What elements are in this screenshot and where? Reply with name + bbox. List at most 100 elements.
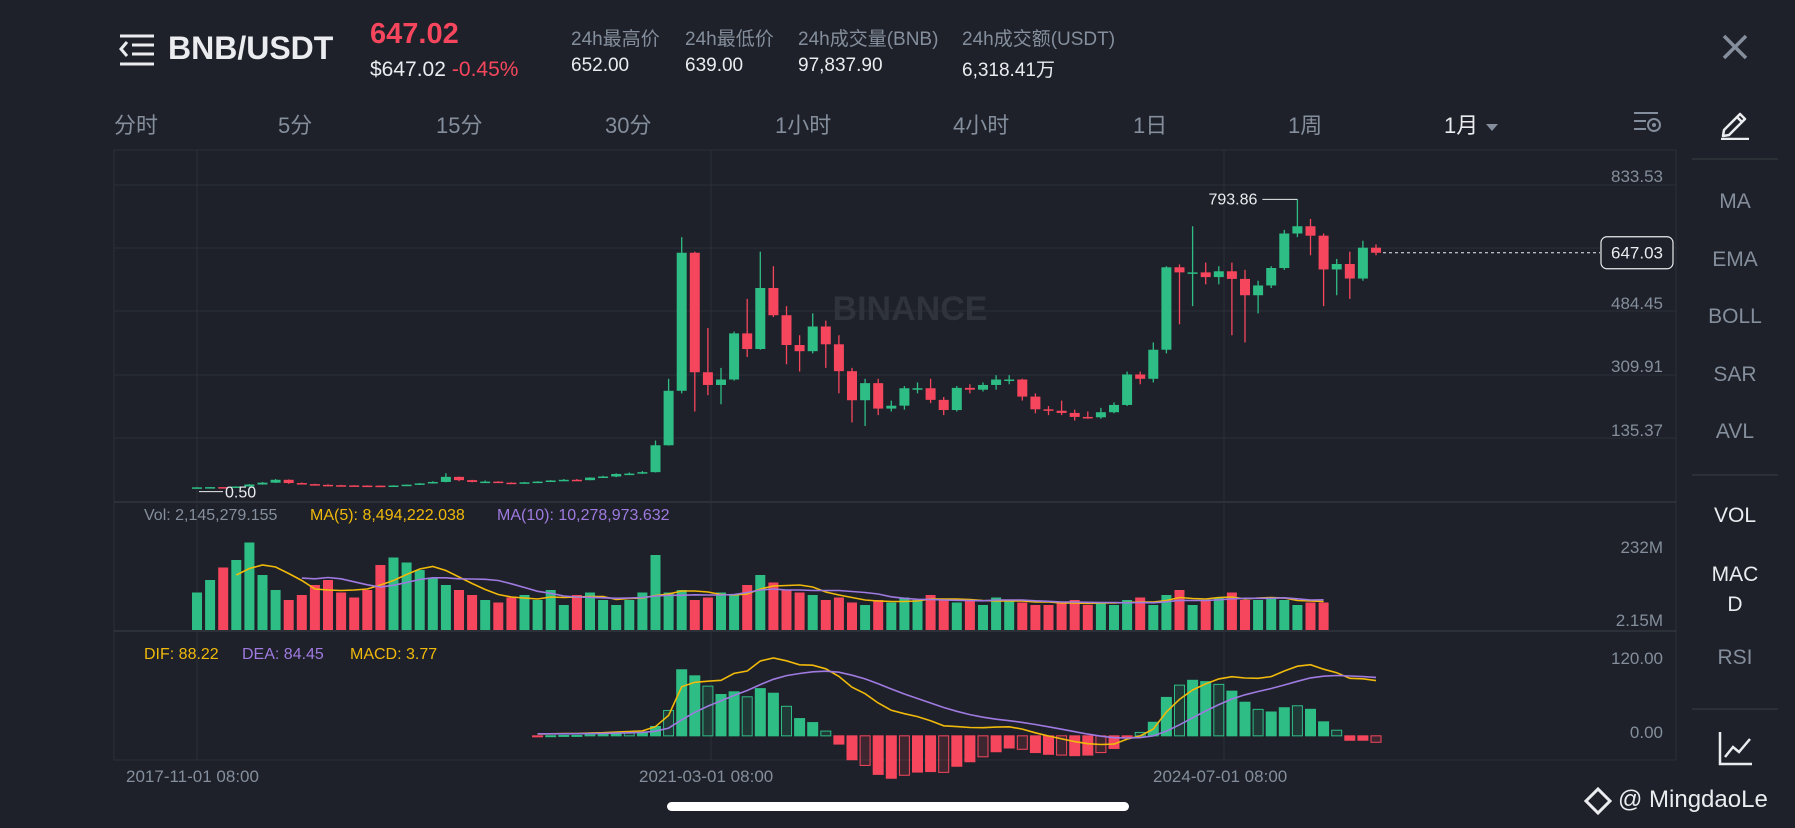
volume-bar (1056, 602, 1067, 630)
candle (401, 484, 412, 487)
volume-bar (650, 555, 661, 630)
volume-bar (978, 605, 988, 630)
macd-histogram-bar (1160, 696, 1172, 737)
candle (1344, 264, 1355, 279)
volume-bar (1279, 600, 1290, 630)
tab-5m[interactable]: 5分 (278, 113, 313, 138)
tab-timeline[interactable]: 分时 (114, 113, 159, 138)
indicator-avl[interactable]: AVL (1715, 420, 1755, 443)
candle (1135, 374, 1146, 379)
candle (480, 481, 491, 484)
price-tick-label: 484.45 (1611, 294, 1663, 313)
macd-dif-legend: DIF: 88.22 (144, 646, 219, 663)
macd-histogram-bar (1370, 735, 1382, 743)
stat-24h-high-value: 652.00 (571, 55, 630, 76)
tab-1mo[interactable]: 1月 (1444, 108, 1499, 140)
macd-histogram-bar (1239, 701, 1251, 737)
candle (1004, 379, 1015, 382)
macd-histogram-bar (702, 685, 714, 737)
stat-24h-low-label: 24h最低价 (685, 29, 774, 50)
macd-dif-line (537, 657, 1377, 746)
home-indicator[interactable] (667, 802, 1129, 811)
candle (886, 405, 897, 409)
candle (676, 252, 687, 391)
volume-bar (1122, 600, 1133, 630)
candle (1292, 226, 1303, 234)
volume-bar (1253, 600, 1264, 630)
tab-1d[interactable]: 1日 (1133, 113, 1168, 138)
trading-pair-title[interactable]: BNB/USDT (168, 30, 334, 66)
macd-histogram-bar (597, 733, 609, 737)
chart-settings-icon[interactable] (1632, 108, 1662, 136)
volume-bar (807, 595, 818, 630)
macd-histogram-bar (1278, 707, 1290, 737)
candle (1056, 410, 1067, 413)
volume-bar (729, 595, 740, 630)
candle (1095, 412, 1106, 418)
menu-icon[interactable] (118, 33, 156, 67)
volume-bar (742, 585, 753, 630)
indicator-ema[interactable]: EMA (1712, 248, 1758, 271)
indicator-rsi[interactable]: RSI (1717, 646, 1753, 669)
volume-bar (847, 602, 857, 630)
x-axis-label: 2017-11-01 08:00 (126, 767, 259, 786)
macd-histogram-bar (1016, 735, 1028, 750)
tab-1mo-label: 1月 (1444, 113, 1479, 138)
volume-bar (218, 567, 229, 630)
indicator-vol[interactable]: VOL (1713, 504, 1757, 527)
macd-macd-legend: MACD: 3.77 (350, 646, 437, 663)
volume-bar (480, 600, 491, 630)
drawing-tools-icon[interactable] (1718, 106, 1752, 140)
volume-bar (231, 560, 242, 630)
candle (702, 372, 713, 385)
indicator-macd[interactable]: MAC D (1711, 563, 1759, 616)
price-tick-label: 135.37 (1611, 421, 1663, 440)
macd-histogram-bar (728, 691, 740, 737)
candle (1082, 416, 1093, 419)
macd-histogram-bar (1029, 735, 1041, 754)
volume-bar (938, 600, 949, 630)
candle (978, 384, 988, 390)
binance-watermark: BINANCE (833, 290, 988, 328)
macd-histogram-bar (833, 735, 845, 745)
volume-bar (1187, 605, 1198, 630)
candle (1161, 267, 1172, 350)
macd-histogram-bar (1252, 708, 1264, 737)
macd-histogram-bar (1056, 735, 1068, 756)
stat-24h-high-label: 24h最高价 (571, 29, 660, 50)
macd-histogram-bar (1265, 711, 1277, 737)
candle (689, 252, 700, 373)
candle (231, 486, 242, 489)
volume-bar (951, 602, 962, 630)
tab-1h[interactable]: 1小时 (775, 113, 832, 138)
tab-4h[interactable]: 4小时 (953, 113, 1010, 138)
close-icon[interactable] (1718, 30, 1752, 64)
candle (218, 487, 229, 489)
candle (938, 399, 949, 411)
candle (1213, 271, 1224, 278)
volume-bar (755, 575, 766, 630)
volume-bar (611, 605, 622, 630)
indicator-boll[interactable]: BOLL (1708, 305, 1762, 328)
tab-30m[interactable]: 30分 (605, 113, 652, 138)
volume-bar (192, 592, 202, 630)
volume-bar (1069, 600, 1080, 630)
chart-type-icon[interactable] (1718, 730, 1754, 766)
candle (742, 333, 753, 350)
tab-1w[interactable]: 1周 (1288, 113, 1323, 138)
volume-bar (598, 600, 609, 630)
tab-15m[interactable]: 15分 (436, 113, 483, 138)
macd-histogram-bar (1213, 683, 1225, 737)
volume-bar (545, 590, 556, 630)
macd-histogram-bar (872, 735, 884, 775)
x-axis-label: 2024-07-01 08:00 (1153, 767, 1287, 786)
candle (1122, 374, 1133, 405)
indicator-sar[interactable]: SAR (1713, 363, 1757, 386)
indicator-ma[interactable]: MA (1719, 190, 1751, 213)
candle (820, 326, 831, 345)
candle (414, 483, 425, 485)
macd-histogram-bar (545, 735, 557, 738)
volume-bar (689, 600, 700, 630)
candle (349, 485, 360, 487)
